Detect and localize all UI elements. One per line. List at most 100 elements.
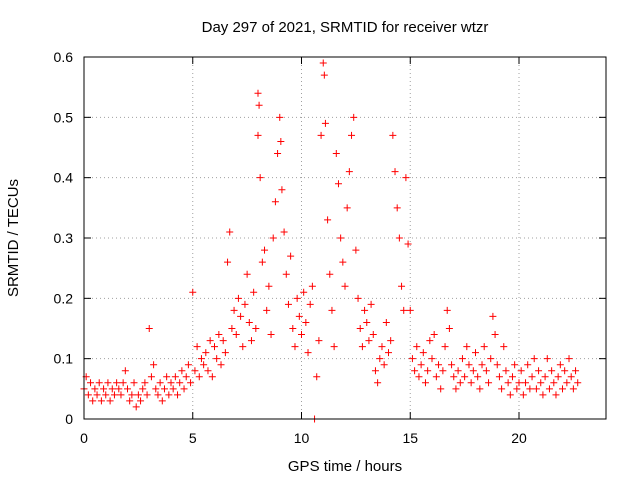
y-axis-label: SRMTID / TECUs [5, 179, 22, 297]
data-point [298, 331, 305, 339]
data-point [563, 379, 571, 387]
data-point [559, 385, 566, 393]
data-point [165, 391, 173, 399]
data-point [176, 379, 184, 387]
data-point [121, 367, 129, 375]
data-point [330, 343, 338, 351]
data-point [517, 367, 525, 375]
data-point [450, 373, 458, 381]
data-point [119, 379, 127, 387]
data-point [556, 361, 564, 369]
data-point [465, 361, 473, 369]
data-point [191, 367, 199, 375]
data-points [80, 59, 582, 423]
data-point [158, 397, 166, 405]
data-point [217, 361, 225, 369]
data-point [393, 204, 401, 212]
data-point [221, 349, 229, 357]
data-point [132, 403, 140, 411]
data-point [504, 379, 512, 387]
data-point [478, 361, 486, 369]
data-point [126, 397, 134, 405]
y-tick-label: 0 [65, 411, 73, 427]
x-tick-label: 15 [402, 430, 418, 446]
data-point [334, 180, 342, 188]
data-point [152, 385, 160, 393]
data-point [295, 312, 303, 320]
data-point [480, 343, 488, 351]
data-point [110, 391, 118, 399]
data-point [382, 318, 390, 326]
data-point [378, 343, 386, 351]
y-tick-label: 0.6 [54, 49, 74, 65]
data-point [363, 318, 371, 326]
y-tick-label: 0.3 [54, 230, 74, 246]
data-point [391, 168, 399, 176]
y-tick-label: 0.4 [54, 170, 74, 186]
data-point [195, 373, 203, 381]
data-point [326, 270, 334, 278]
data-point [304, 349, 312, 357]
data-point [348, 131, 356, 139]
data-point [239, 343, 247, 351]
data-point [276, 113, 284, 121]
data-point [493, 361, 501, 369]
data-point [522, 379, 530, 387]
data-point [532, 385, 540, 393]
data-point [526, 385, 534, 393]
data-point [452, 385, 460, 393]
data-point [445, 325, 453, 332]
data-point [574, 379, 582, 387]
data-point [506, 391, 514, 399]
data-point [404, 240, 412, 248]
data-point [519, 391, 527, 399]
data-point [117, 391, 125, 399]
data-point [124, 385, 131, 393]
data-point [150, 361, 158, 369]
data-point [319, 59, 327, 67]
data-point [143, 391, 151, 399]
data-point [197, 355, 205, 363]
data-point [467, 379, 475, 387]
data-point [487, 355, 495, 363]
data-point [211, 343, 218, 351]
data-point [317, 131, 325, 139]
data-point [371, 367, 379, 375]
data-point [178, 367, 186, 375]
data-point [137, 397, 145, 405]
data-point [320, 71, 328, 79]
data-point [204, 367, 212, 375]
data-point [228, 325, 236, 332]
data-point [106, 397, 114, 405]
data-point [354, 294, 362, 302]
data-point [413, 343, 421, 351]
data-point [255, 101, 263, 109]
data-point [415, 373, 423, 381]
data-point [387, 337, 395, 345]
data-point [167, 379, 175, 387]
data-point [200, 361, 208, 369]
data-point [128, 391, 136, 399]
data-point [245, 318, 253, 326]
data-point [495, 373, 503, 381]
data-point [541, 373, 549, 381]
data-point [491, 331, 499, 339]
data-point [247, 337, 255, 345]
data-point [565, 355, 573, 363]
data-point [395, 234, 403, 242]
data-point [254, 131, 262, 139]
data-point [402, 174, 410, 182]
data-point [189, 288, 197, 296]
data-point [89, 397, 97, 405]
data-point [321, 119, 329, 127]
data-point [113, 379, 121, 387]
axis-ticks: 0 0.1 0.2 0.3 0.4 0.5 0.6 0 5 10 15 20 [54, 49, 606, 446]
data-point [93, 391, 101, 399]
data-point [104, 379, 112, 387]
data-point [174, 391, 182, 399]
data-point [306, 300, 314, 308]
data-point [380, 361, 388, 369]
data-point [95, 379, 103, 387]
data-point [421, 379, 429, 387]
data-point [358, 343, 366, 351]
